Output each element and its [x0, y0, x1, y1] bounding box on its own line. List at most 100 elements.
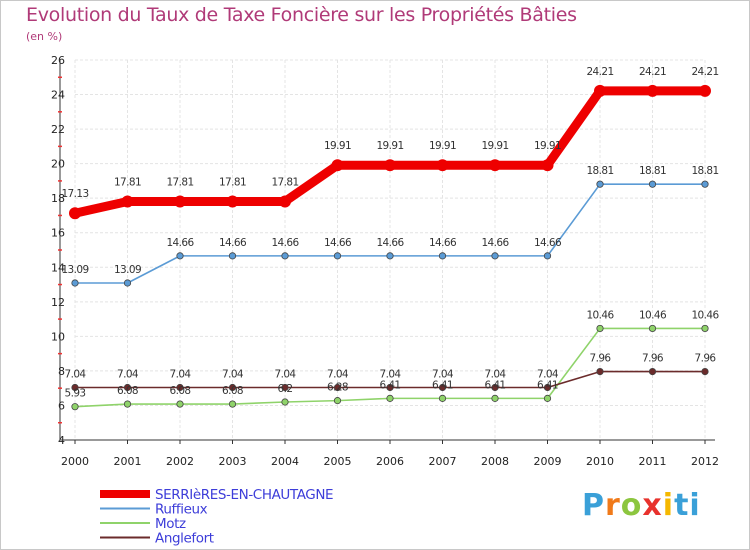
data-label: 17.81 [271, 176, 298, 188]
chart-title: Evolution du Taux de Taxe Foncière sur l… [26, 4, 577, 26]
data-label: 13.09 [61, 264, 88, 276]
data-point [491, 252, 499, 260]
data-point [228, 400, 237, 408]
logo-letter: i [662, 488, 675, 523]
x-tick-label: 2008 [481, 455, 509, 468]
data-point [596, 324, 604, 333]
data-point [331, 159, 344, 172]
data-label: 7.04 [275, 368, 297, 380]
data-point [123, 279, 132, 287]
x-tick-label: 2000 [61, 455, 89, 468]
data-point [226, 195, 239, 208]
data-label: 18.81 [691, 165, 718, 177]
data-label: 6.41 [380, 379, 401, 391]
data-label: 7.04 [222, 368, 244, 380]
data-point [438, 394, 447, 402]
data-label: 10.46 [586, 309, 614, 321]
data-point [543, 252, 552, 260]
data-point [71, 279, 79, 287]
data-point [176, 252, 184, 260]
data-label: 14.66 [481, 237, 509, 249]
data-point [491, 383, 499, 392]
data-point [281, 252, 289, 260]
data-label: 6.28 [327, 382, 348, 394]
data-point [71, 383, 79, 392]
data-label: 6.41 [485, 379, 506, 391]
data-label: 19.91 [429, 140, 456, 152]
data-label: 5.93 [65, 388, 86, 400]
data-label: 7.04 [485, 368, 507, 380]
data-point [384, 159, 396, 172]
x-tick-label: 2011 [639, 455, 667, 468]
data-label: 13.09 [114, 264, 141, 276]
data-label: 6.41 [432, 379, 453, 391]
data-labels: 17.13 17.81 17.81 17.81 17.81 19.91 19.91 19.91… [61, 66, 720, 400]
y-tick-label: 10 [51, 330, 65, 343]
data-point [489, 159, 501, 172]
axes: 4681012141618202224262000200120022003200… [51, 54, 719, 468]
data-label: 7.04 [380, 368, 402, 380]
data-point [541, 159, 554, 172]
data-point [279, 195, 291, 208]
data-label: 17.81 [219, 176, 246, 188]
data-label: 24.21 [586, 66, 613, 78]
data-point [69, 207, 81, 220]
data-point [228, 252, 237, 260]
legend: SERRIèRES-EN-CHAUTAGNERuffieuxMotzAnglef… [100, 487, 334, 547]
data-point [123, 400, 132, 408]
data-point [491, 394, 499, 402]
y-tick-label: 20 [51, 158, 65, 171]
data-label: 24.21 [691, 66, 718, 78]
data-label: 18.81 [586, 165, 613, 177]
data-point [228, 383, 237, 392]
unit-label: (en %) [26, 30, 63, 43]
data-label: 14.66 [429, 237, 457, 249]
data-label: 19.91 [324, 140, 351, 152]
data-point [174, 195, 186, 208]
data-point [121, 195, 134, 208]
data-label: 19.91 [534, 140, 561, 152]
data-label: 14.66 [219, 237, 247, 249]
data-label: 17.81 [114, 176, 141, 188]
data-point [701, 324, 709, 333]
series-layer [69, 84, 711, 411]
data-label: 7.04 [117, 368, 139, 380]
data-point [438, 383, 447, 392]
data-point [543, 383, 552, 392]
data-point [543, 394, 552, 402]
data-label: 10.46 [691, 309, 719, 321]
y-tick-label: 22 [51, 123, 65, 136]
data-point [646, 84, 659, 97]
data-label: 7.04 [65, 368, 87, 380]
grid [74, 59, 706, 441]
x-tick-label: 2003 [219, 455, 247, 468]
data-label: 17.81 [166, 176, 193, 188]
data-point [333, 397, 342, 405]
data-point [281, 383, 289, 392]
x-tick-label: 2010 [586, 455, 614, 468]
proxiti-logo: Proxiti [582, 488, 701, 523]
x-tick-label: 2004 [271, 455, 299, 468]
data-label: 17.13 [61, 188, 88, 200]
data-point [596, 180, 604, 188]
data-point [701, 180, 709, 188]
data-label: 6.08 [117, 385, 138, 397]
data-label: 24.21 [639, 66, 666, 78]
x-tick-label: 2001 [114, 455, 142, 468]
data-label: 7.96 [642, 353, 664, 365]
data-point [333, 252, 342, 260]
logo-letter: r [605, 488, 621, 523]
y-tick-label: 16 [51, 227, 65, 240]
data-label: 6.41 [537, 379, 558, 391]
logo-letter: ti [674, 488, 701, 523]
logo-letter: x [642, 488, 663, 523]
x-tick-label: 2006 [376, 455, 404, 468]
data-point [596, 367, 604, 376]
data-point [699, 84, 711, 97]
data-label: 6.08 [222, 385, 243, 397]
logo-letter: o [620, 488, 643, 523]
data-label: 7.04 [170, 368, 192, 380]
x-tick-label: 2009 [534, 455, 562, 468]
data-point [438, 252, 447, 260]
data-point [648, 180, 657, 188]
